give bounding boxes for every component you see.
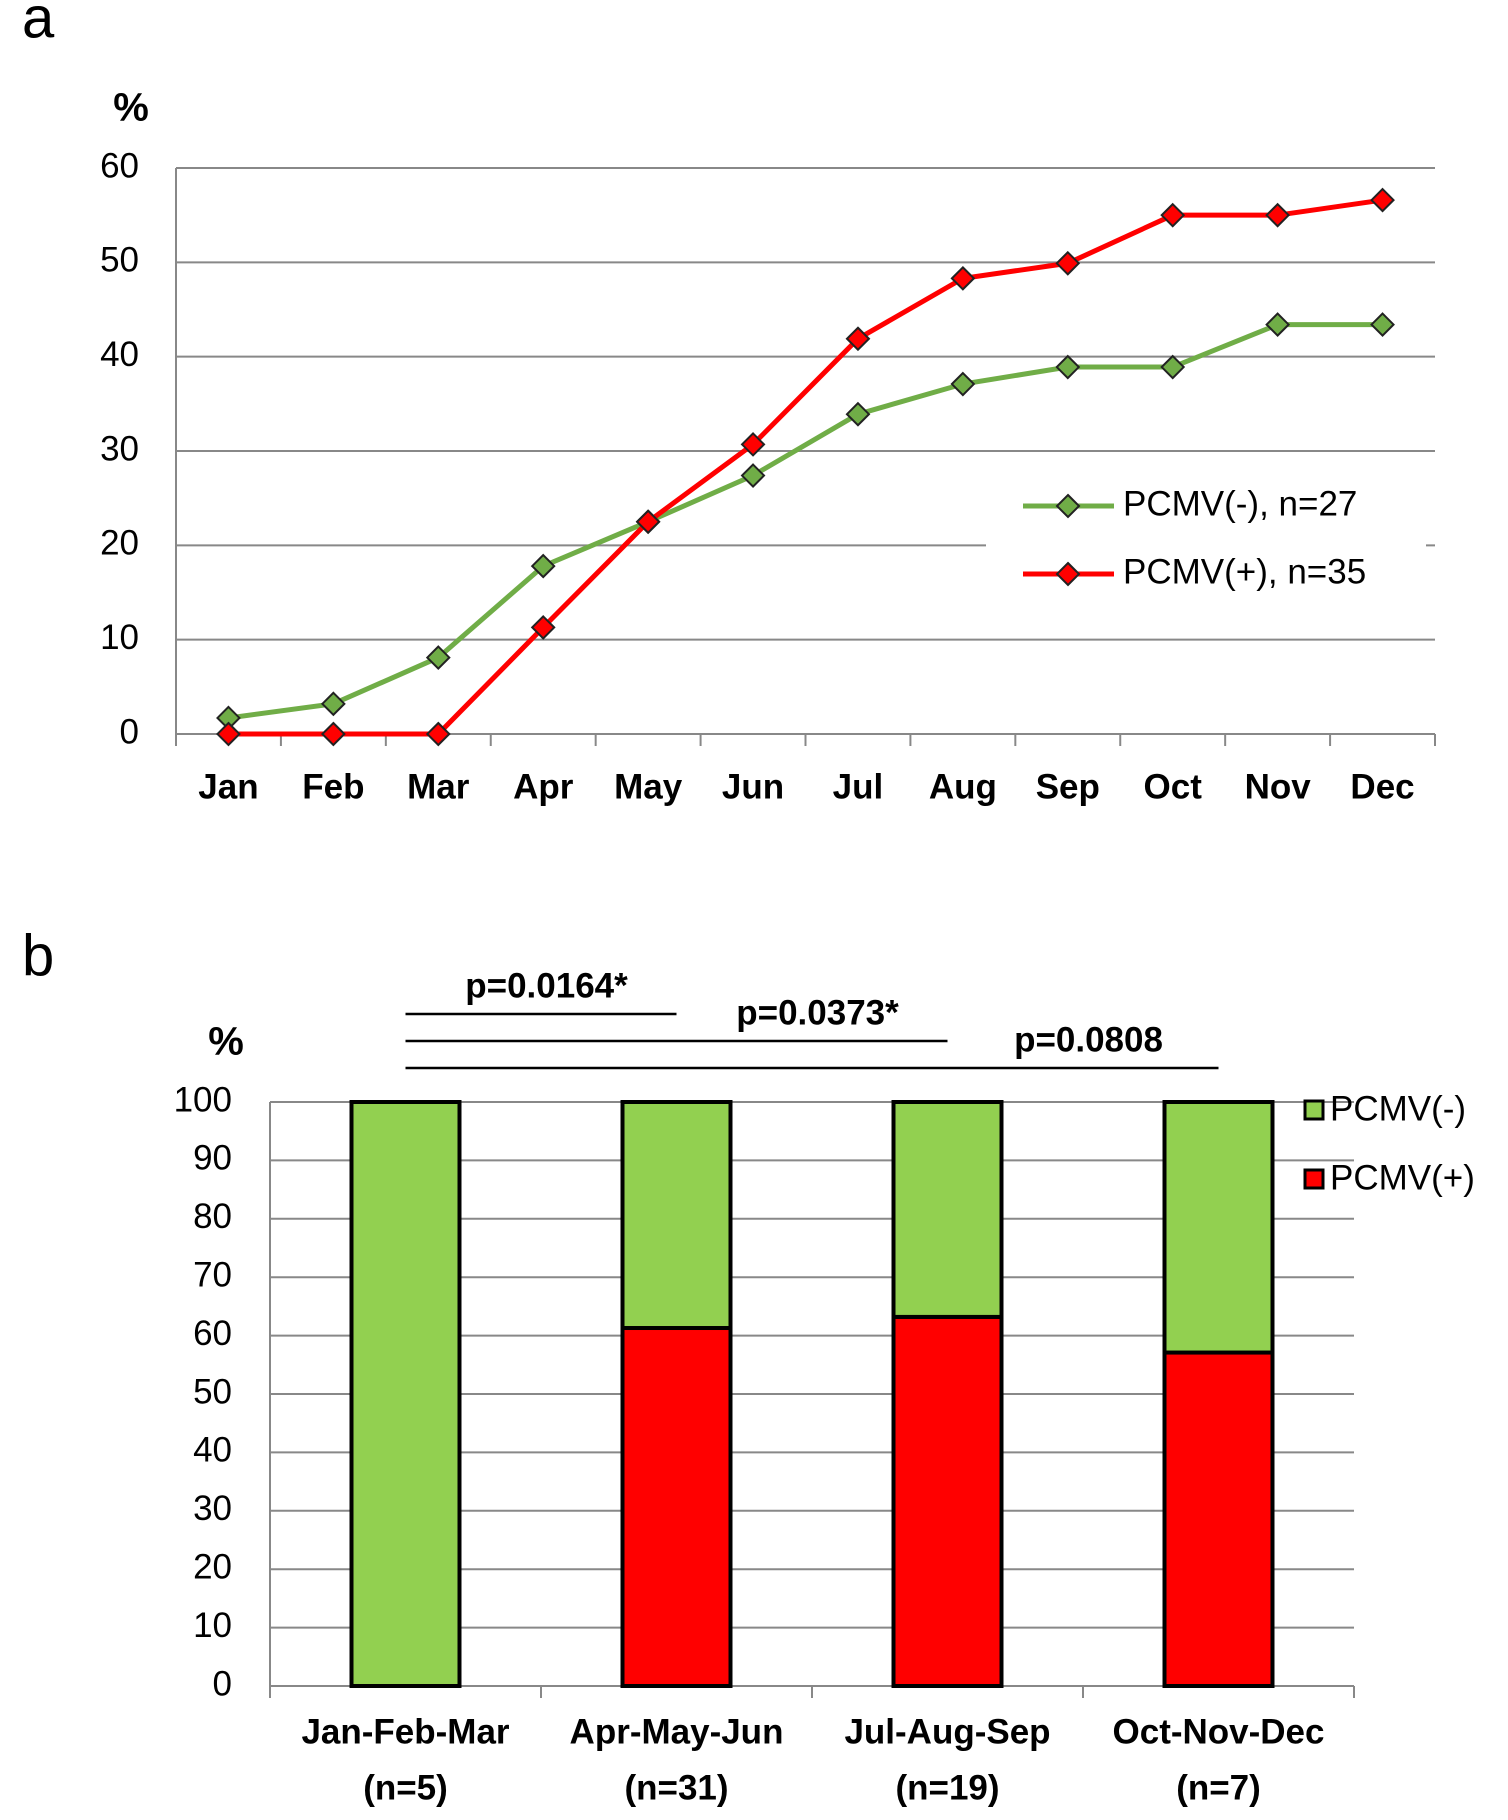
x-tick-label: Jan [198, 767, 258, 806]
legend-label: PCMV(+) [1330, 1158, 1475, 1197]
marker [845, 401, 871, 427]
marker [740, 431, 766, 457]
y-tick-label: 60 [193, 1314, 232, 1353]
y-tick-label: 0 [120, 712, 139, 751]
y-tick-label: 20 [100, 524, 139, 563]
y-tick-label: 50 [193, 1372, 232, 1411]
x-tick-label: May [614, 767, 683, 806]
legend-marker [1055, 493, 1081, 519]
marker [740, 463, 766, 488]
significance-label: p=0.0808 [1014, 1020, 1163, 1059]
y-tick-label: 70 [193, 1255, 232, 1294]
x-tick-label: Oct-Nov-Dec [1113, 1712, 1325, 1751]
x-tick-label: Apr-May-Jun [570, 1712, 784, 1751]
marker [425, 645, 451, 671]
x-tick-label: Nov [1245, 767, 1312, 806]
x-tick-label: Jul-Aug-Sep [844, 1712, 1050, 1751]
x-tick-label: Apr [513, 767, 574, 806]
marker [425, 721, 451, 747]
legend-swatch [1303, 1099, 1325, 1121]
legend-label: PCMV(-), n=27 [1123, 484, 1357, 523]
x-tick-count: (n=19) [895, 1768, 999, 1807]
x-tick-count: (n=31) [624, 1768, 728, 1807]
x-tick-label: Dec [1350, 767, 1414, 806]
significance-label: p=0.0373* [736, 993, 899, 1032]
marker [1055, 250, 1081, 276]
y-tick-label: 50 [100, 241, 139, 280]
significance-label: p=0.0164* [465, 966, 628, 1005]
marker [1265, 312, 1291, 338]
legend-swatch [1303, 1168, 1325, 1190]
x-tick-count: (n=5) [363, 1768, 448, 1807]
panel-label: a [22, 0, 55, 50]
x-tick-label: Jan-Feb-Mar [301, 1712, 509, 1751]
y-tick-label: 10 [193, 1606, 232, 1645]
y-tick-label: 100 [174, 1080, 232, 1119]
x-tick-count: (n=7) [1176, 1768, 1261, 1807]
marker [320, 721, 346, 747]
marker [216, 721, 241, 747]
y-tick-label: 30 [193, 1489, 232, 1528]
marker [845, 326, 871, 352]
y-tick-label: 80 [193, 1197, 232, 1236]
legend-background [986, 480, 1426, 610]
x-tick-label: Sep [1036, 767, 1100, 806]
marker [950, 265, 976, 291]
bar-segment [349, 1100, 462, 1688]
x-tick-label: Jul [833, 767, 884, 806]
y-tick-label: 60 [100, 146, 139, 185]
y-axis-label: % [113, 86, 149, 130]
marker [1265, 202, 1291, 228]
x-tick-label: Jun [722, 767, 784, 806]
y-tick-label: 40 [193, 1431, 232, 1470]
x-tick-label: Oct [1144, 767, 1203, 806]
marker [635, 509, 661, 535]
marker [1055, 354, 1081, 380]
bar-segment [620, 1326, 733, 1689]
legend-label: PCMV(+), n=35 [1123, 552, 1366, 591]
marker [1160, 202, 1186, 228]
series-line [228, 322, 1383, 721]
y-tick-label: 30 [100, 429, 139, 468]
y-axis-label: % [208, 1020, 244, 1064]
series-line [228, 197, 1383, 737]
y-tick-label: 20 [193, 1547, 232, 1586]
x-tick-label: Aug [929, 767, 997, 806]
x-tick-label: Mar [407, 767, 470, 806]
marker [1370, 187, 1395, 213]
marker [530, 553, 556, 579]
legend-marker [1055, 561, 1081, 587]
bar-segment [620, 1100, 733, 1331]
marker [1160, 354, 1186, 380]
y-tick-label: 90 [193, 1139, 232, 1178]
marker [320, 691, 346, 717]
marker [1370, 312, 1395, 338]
bar-segment [891, 1100, 1004, 1319]
y-tick-label: 0 [213, 1664, 232, 1703]
x-tick-label: Feb [302, 767, 364, 806]
bar-segment [1162, 1350, 1275, 1688]
y-tick-label: 10 [100, 618, 139, 657]
y-tick-label: 40 [100, 335, 139, 374]
bar-segment [891, 1314, 1004, 1688]
marker [530, 614, 556, 640]
marker [950, 371, 976, 397]
bar-segment [1162, 1100, 1275, 1355]
legend-label: PCMV(-) [1330, 1089, 1466, 1128]
panel-label: b [22, 923, 54, 988]
